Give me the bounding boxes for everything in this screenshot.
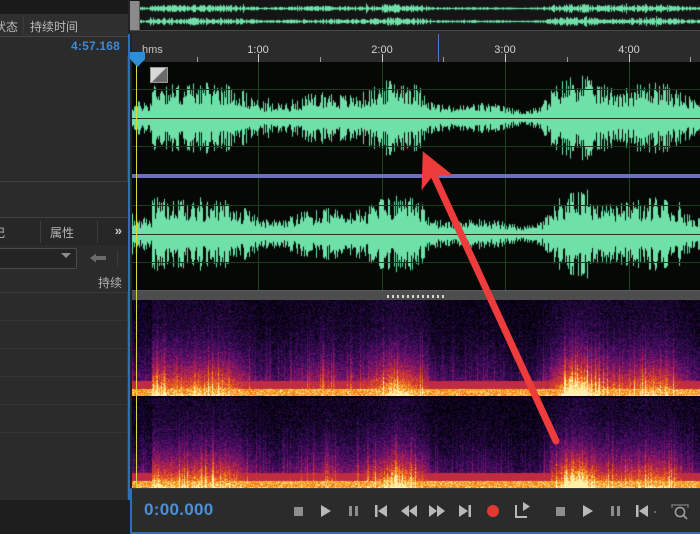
stop-button[interactable]: [287, 501, 309, 521]
splitter-grip-icon: [387, 295, 447, 298]
left-panel-top-strip: [0, 0, 128, 15]
panel-toolbar: [0, 245, 128, 271]
pause-secondary-button[interactable]: [604, 501, 626, 521]
skip-previous-icon: [631, 512, 653, 524]
back-arrow-icon[interactable]: [88, 252, 108, 264]
tab-markers[interactable]: 记: [0, 224, 5, 241]
move-to-next-button[interactable]: [454, 501, 476, 521]
spectrogram-channel-left: [132, 300, 700, 396]
tab-divider: [97, 221, 98, 243]
waveform-channel-right: [132, 178, 700, 290]
play-secondary-button[interactable]: [576, 501, 598, 521]
navigator-waveform: [130, 0, 700, 30]
spectrogram-channel-right: [132, 398, 700, 488]
loop-button[interactable]: [512, 501, 534, 521]
record-icon: [482, 512, 504, 524]
markers-table-header: 持续: [0, 271, 128, 293]
skip-start-button[interactable]: [631, 501, 653, 521]
playhead-marker[interactable]: [130, 52, 145, 67]
file-list-body[interactable]: [0, 56, 128, 181]
play-icon: [576, 512, 598, 524]
pause-icon: [342, 512, 364, 524]
play-icon: [314, 512, 336, 524]
table-row[interactable]: [0, 405, 127, 433]
zoom-navigator[interactable]: [130, 0, 700, 34]
loop-icon: [512, 512, 534, 524]
waveform-channel-left: [132, 62, 700, 174]
play-button[interactable]: [314, 501, 336, 521]
audio-editor-window: 状态 持续时间 4:57.168 ) 记 属性 »: [0, 0, 700, 500]
waveform-display[interactable]: [132, 62, 700, 290]
markers-table[interactable]: [0, 292, 128, 500]
fast-forward-icon: [426, 512, 448, 524]
fade-handle-icon[interactable]: [150, 67, 168, 83]
stop-secondary-button[interactable]: [549, 501, 571, 521]
chevron-down-icon: [61, 253, 71, 258]
skip-previous-icon: [370, 512, 392, 524]
fast-forward-button[interactable]: [426, 501, 448, 521]
ruler-unit-label: hms: [142, 44, 163, 56]
rewind-button[interactable]: [398, 501, 420, 521]
file-list-footer: ): [0, 181, 128, 218]
table-row[interactable]: [0, 292, 127, 321]
left-panel: 状态 持续时间 4:57.168 ) 记 属性 »: [0, 0, 128, 500]
column-divider: [23, 16, 24, 34]
panel-tab-bar: 记 属性 »: [0, 217, 128, 247]
stop-icon: [549, 512, 571, 524]
column-header-duration[interactable]: 持续时间: [30, 18, 78, 35]
ruler-major-tick: [382, 54, 383, 62]
playhead-line: [136, 62, 137, 488]
magnifier-icon: [668, 512, 692, 524]
table-row[interactable]: [0, 377, 127, 405]
files-column-header: 状态 持续时间: [0, 14, 128, 37]
navigator-left-handle[interactable]: [130, 1, 140, 31]
ruler-selection-marker: [438, 34, 439, 62]
move-to-previous-button[interactable]: [370, 501, 392, 521]
tab-properties[interactable]: 属性: [50, 224, 74, 241]
transport-separator-dot: [654, 511, 656, 513]
transport-bar: 0:00.000: [130, 488, 700, 534]
file-list-row[interactable]: 4:57.168: [0, 36, 128, 57]
table-row[interactable]: [0, 321, 127, 349]
markers-column-duration[interactable]: 持续: [98, 274, 122, 291]
tab-overflow-button[interactable]: »: [115, 223, 122, 238]
ruler-major-tick: [629, 54, 630, 62]
file-duration-value: 4:57.168: [71, 39, 120, 53]
ruler-major-tick: [258, 54, 259, 62]
record-button[interactable]: [482, 501, 504, 521]
pause-icon: [604, 512, 626, 524]
toolbar-divider: [117, 250, 118, 266]
stop-icon: [287, 512, 309, 524]
rewind-icon: [398, 512, 420, 524]
column-header-status[interactable]: 状态: [0, 18, 18, 35]
table-row[interactable]: [0, 349, 127, 377]
current-time-display[interactable]: 0:00.000: [144, 500, 214, 520]
tab-divider: [40, 221, 41, 243]
skip-next-icon: [454, 512, 476, 524]
zoom-tool-button[interactable]: [668, 501, 690, 521]
marker-type-select[interactable]: [0, 248, 77, 269]
ruler-major-tick: [505, 54, 506, 62]
pause-button[interactable]: [342, 501, 364, 521]
spectral-frequency-display[interactable]: [132, 300, 700, 488]
